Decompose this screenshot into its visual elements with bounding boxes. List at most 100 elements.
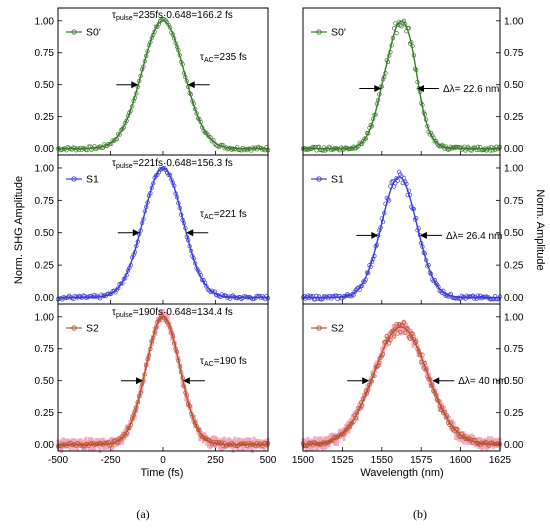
ytick-label: 1.00 [35,312,55,323]
data-point [393,21,398,26]
series-line [58,167,268,299]
xtick-label: 1500 [292,455,315,466]
ytick-label: 0.50 [35,376,55,387]
error-band [252,436,256,446]
ytick-label: 0.00 [35,440,55,451]
data-point [116,285,121,291]
error-band [414,337,418,348]
data-point [243,441,248,447]
error-band [311,439,315,452]
xtick-label: -250 [100,455,120,466]
arrow-head-icon [432,377,440,385]
chart-a-S0: 0.00 0.25 0.50 0.75 1.00 S0' τpulse=235fs·0.64… [35,7,271,156]
ytick-label: 0.75 [35,344,55,355]
error-band [65,438,69,448]
error-band [470,433,474,445]
bandwidth-annotation: Δλ= 26.4 nm [446,231,502,242]
error-band [75,440,79,452]
error-band [245,437,249,450]
plot-frame [302,303,501,452]
xtick-label: -500 [48,455,68,466]
legend-marker [316,325,322,331]
data-point [403,330,408,336]
error-band [161,309,165,319]
xtick-label: 0 [160,455,166,466]
arrow-head-icon [371,231,379,239]
data-point [447,146,452,152]
arrow-head-icon [419,231,427,239]
data-point [406,335,412,340]
error-band [222,436,226,450]
ytick-label: 1.00 [35,163,55,174]
data-point [401,320,407,325]
legend-marker [71,29,77,35]
data-point [399,24,404,29]
ac-annotation: τAC=190 fs [200,356,247,368]
ytick-label: 0.50 [35,228,55,239]
error-band [485,438,489,452]
error-band [159,309,163,323]
legend-label: S1 [86,174,99,186]
error-band [354,409,358,420]
data-point [358,141,364,146]
ytick-label: 1.00 [504,16,524,27]
legend-label: S2 [86,323,99,335]
pulse-annotation: τpulse=235fs·0.648=166.2 fs [112,10,233,22]
data-point [396,322,402,327]
legend-label: S1 [331,174,344,186]
arrow-head-icon [374,85,382,93]
series-line [58,20,268,150]
left-xlabel: Time (fs) [141,467,184,479]
ac-annotation: τAC=235 fs [200,52,247,64]
error-band [457,428,461,442]
data-point [345,427,350,432]
error-band [355,408,359,422]
chart-a-S1: 0.00 0.25 0.50 0.75 1.00 S1 τpulse=221fs·0.648… [35,154,271,305]
error-band [404,322,408,332]
pulse-annotation: τpulse=190fs·0.648=134.4 fs [112,307,233,319]
plot-frame [57,303,269,452]
error-band [79,438,83,447]
chart-a-S2: 0.00 0.25 0.50 0.75 1.00 -500 -250 0 250 500 S2 τpu… [35,303,277,466]
error-band [441,403,445,414]
error-band [98,439,102,453]
data-point [436,284,441,290]
ytick-label: 0.00 [35,293,55,304]
error-band [459,430,463,442]
data-point [484,294,489,299]
ytick-label: 0.25 [35,261,55,272]
error-band [247,437,251,450]
legend-label: S0' [331,27,346,39]
arrow-head-icon [187,81,195,89]
xtick-label: 1575 [410,455,433,466]
series-line [58,316,268,446]
series-line [302,326,501,446]
caption-b: (b) [413,507,427,521]
data-point [167,25,173,30]
error-band [411,334,415,349]
arrow-head-icon [132,229,140,237]
error-band [130,414,133,425]
data-point [412,340,418,345]
error-band [331,432,335,443]
data-point [433,281,439,286]
xtick-label: 500 [260,455,277,466]
ytick-label: 0.50 [504,376,524,387]
ytick-label: 0.00 [504,144,524,155]
ytick-label: 0.00 [504,440,524,451]
data-point [398,329,403,335]
ytick-label: 0.00 [35,144,55,155]
error-band [452,421,456,430]
caption-a: (a) [136,507,149,521]
data-point [395,178,400,183]
ytick-label: 1.00 [504,163,524,174]
data-point [396,169,402,175]
xtick-label: 1625 [489,455,512,466]
arrow-head-icon [136,377,144,385]
ytick-label: 0.75 [35,196,55,207]
bandwidth-annotation: Δλ= 22.6 nm [443,84,499,95]
error-band [329,433,333,442]
ytick-label: 1.00 [504,312,524,323]
chart-b-S0: 0.00 0.25 0.50 0.75 1.00 S0' Δλ= 22.6 nm [300,7,524,156]
